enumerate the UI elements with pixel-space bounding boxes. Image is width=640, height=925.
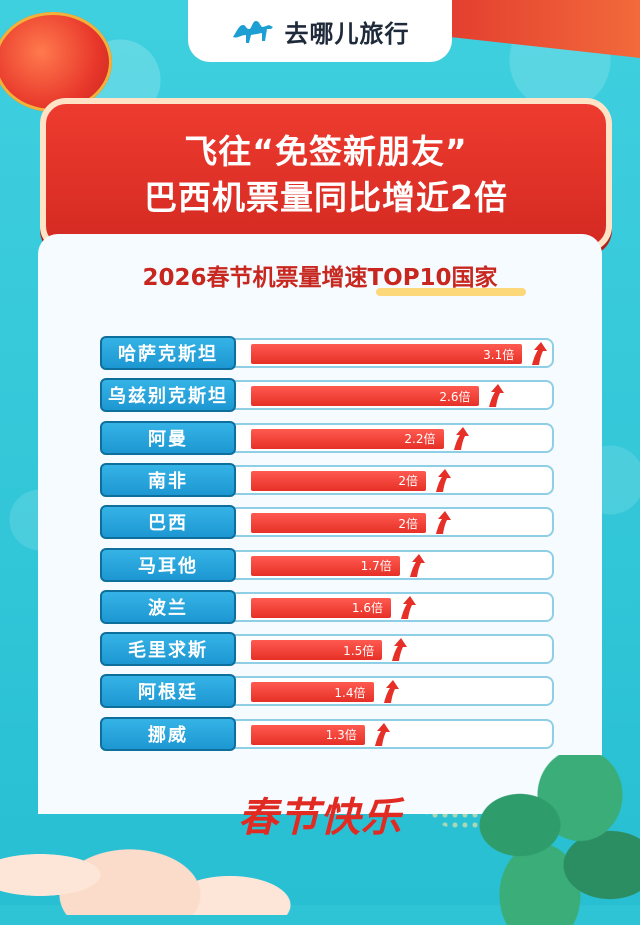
up-arrow-icon	[532, 342, 548, 365]
category-label: 挪威	[100, 716, 236, 751]
bar: 1.3倍	[251, 724, 365, 745]
bar: 3.1倍	[251, 344, 523, 364]
bar-row: 巴西 2倍	[0, 505, 640, 541]
up-arrow-icon	[374, 722, 390, 746]
bar-row: 马耳他 1.7倍	[0, 547, 640, 584]
pine-decoration	[460, 755, 640, 925]
bar: 2倍	[251, 513, 426, 534]
chart-title: 2026春节机票量增速TOP10国家	[142, 265, 498, 291]
clouds-decoration	[0, 785, 300, 915]
up-arrow-icon	[409, 553, 425, 577]
bar: 1.4倍	[251, 682, 374, 703]
bar-row: 南非 2倍	[0, 462, 640, 499]
category-label: 乌兹别克斯坦	[100, 378, 236, 413]
bar-row: 波兰 1.6倍	[0, 589, 640, 626]
bar: 2倍	[251, 470, 426, 491]
up-arrow-icon	[488, 384, 504, 408]
bar-row: 乌兹别克斯坦 2.6倍	[0, 378, 640, 414]
up-arrow-icon	[383, 680, 399, 704]
bar-row: 哈萨克斯坦 3.1倍	[0, 336, 640, 372]
up-arrow-icon	[436, 511, 451, 535]
category-label: 阿根廷	[100, 674, 236, 709]
category-label: 阿曼	[100, 420, 236, 455]
bar-row: 挪威 1.3倍	[0, 716, 640, 753]
category-label: 毛里求斯	[100, 632, 236, 667]
headline-box: 飞往“免签新朋友” 巴西机票量同比增近2倍	[40, 98, 612, 252]
title-highlight	[376, 288, 526, 296]
camel-icon	[232, 21, 273, 43]
brand-header: 去哪儿旅行	[188, 0, 452, 62]
festive-greeting: 春节快乐	[238, 794, 402, 841]
up-arrow-icon	[436, 468, 451, 492]
bar: 2.2倍	[251, 428, 444, 449]
up-arrow-icon	[392, 638, 408, 662]
bar: 1.7倍	[251, 555, 400, 576]
category-label: 波兰	[100, 589, 236, 624]
up-arrow-icon	[453, 426, 469, 450]
headline-line-2: 巴西机票量同比增近2倍	[144, 178, 508, 217]
bar-row: 毛里求斯 1.5倍	[0, 632, 640, 668]
bar: 1.6倍	[251, 597, 391, 618]
bar-row: 阿根廷 1.4倍	[0, 674, 640, 710]
bar-row: 阿曼 2.2倍	[0, 420, 640, 457]
brand-name: 去哪儿旅行	[284, 19, 410, 48]
category-label: 哈萨克斯坦	[100, 336, 236, 370]
category-label: 巴西	[100, 505, 236, 540]
category-label: 南非	[100, 462, 236, 497]
bar: 1.5倍	[251, 640, 383, 661]
lantern-icon	[0, 12, 112, 112]
up-arrow-icon	[401, 595, 416, 619]
headline-line-1: 飞往“免签新朋友”	[184, 132, 468, 171]
bar: 2.6倍	[251, 386, 479, 407]
category-label: 马耳他	[100, 547, 236, 582]
